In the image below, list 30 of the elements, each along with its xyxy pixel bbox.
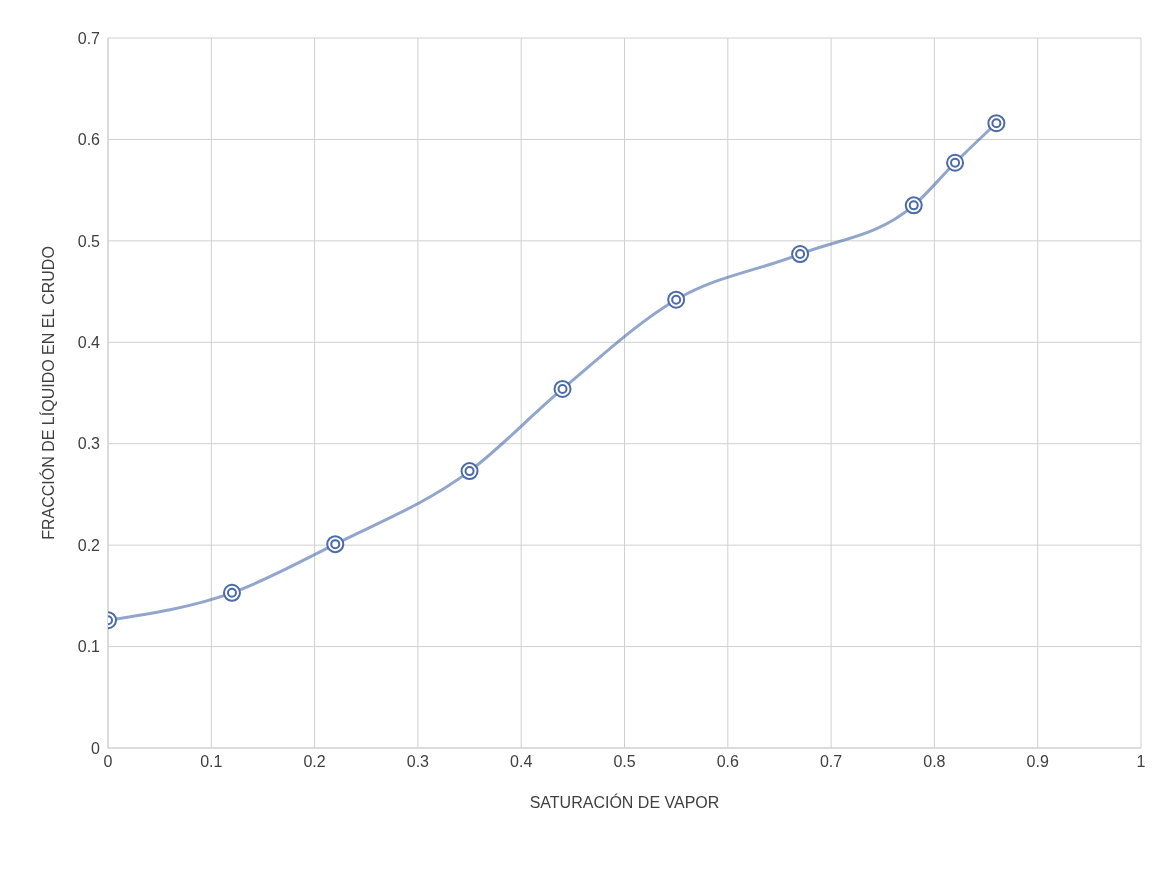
point	[326, 535, 345, 554]
x-axis-title: SATURACIÓN DE VAPOR	[529, 793, 720, 811]
x-tick-label: 0.3	[406, 753, 430, 771]
point	[667, 290, 686, 309]
x-tick-label: 0.4	[510, 753, 533, 771]
x-tick-label: 0.9	[1026, 753, 1049, 771]
x-tick-label: 0	[103, 753, 113, 771]
point	[904, 196, 923, 215]
x-tick-label: 0.8	[923, 753, 946, 771]
point	[946, 153, 965, 172]
point	[987, 114, 1006, 133]
point	[222, 583, 241, 602]
x-tick-label: 1	[1136, 753, 1146, 771]
y-tick-label: 0.7	[77, 29, 101, 47]
x-tick-label: 0.1	[200, 753, 223, 771]
y-tick-label: 0.2	[77, 536, 101, 554]
y-axis-title: FRACCIÓN DE LÍQUIDO EN EL CRUDO	[38, 246, 57, 540]
y-tick-label: 0.6	[77, 131, 101, 149]
point	[791, 245, 810, 264]
y-tick-label: 0.1	[77, 638, 101, 656]
x-tick-label: 0.2	[303, 753, 326, 771]
point	[553, 379, 572, 398]
point	[460, 462, 479, 481]
y-tick-label: 0.5	[77, 232, 101, 250]
x-tick-label: 0.6	[716, 753, 740, 771]
y-tick-label: 0.4	[77, 333, 101, 351]
x-tick-label: 0.7	[819, 753, 843, 771]
y-tick-label: 0.3	[77, 435, 101, 453]
y-tick-label: 0	[91, 739, 101, 757]
x-tick-label: 0.5	[613, 753, 636, 771]
